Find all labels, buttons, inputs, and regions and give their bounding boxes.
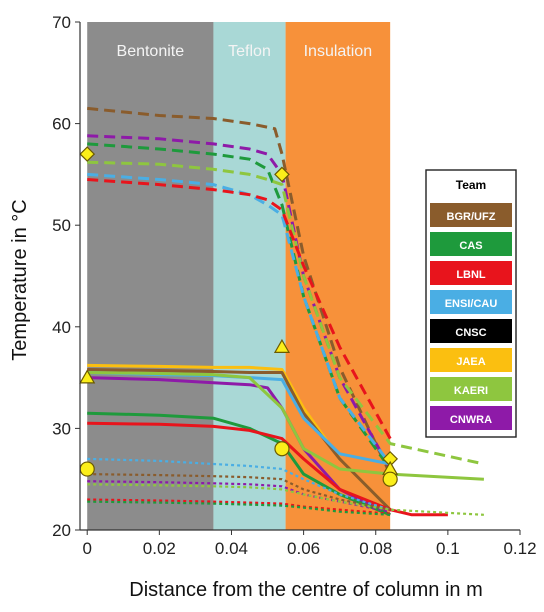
axes: 0 0.02 0.04 0.06 0.08 0.1 0.12 20 30 40 50 60 70 <box>52 13 536 558</box>
x-tick-label: 0.1 <box>436 539 460 558</box>
legend-label-bgr-ufz: BGR/UFZ <box>447 211 496 223</box>
marker-circle <box>274 441 290 457</box>
legend-label-ensi-cau: ENSI/CAU <box>445 298 498 310</box>
x-tick-label: 0.08 <box>359 539 392 558</box>
marker-triangle <box>273 338 291 353</box>
legend-label-jaea: JAEA <box>456 356 485 368</box>
series-line-kaeri-dotted <box>87 483 484 516</box>
measurement-markers <box>79 146 399 487</box>
series-line-lbnl-solid <box>87 421 448 517</box>
zone-label-teflon: Teflon <box>228 43 271 60</box>
marker-circle <box>79 461 95 477</box>
legend-swatch-kaeri <box>430 377 512 401</box>
y-tick-label: 30 <box>52 419 71 438</box>
y-tick-label: 40 <box>52 318 71 337</box>
legend-swatch-cnsc <box>430 319 512 343</box>
x-tick-label: 0.04 <box>215 539 248 558</box>
x-tick-label: 0.06 <box>287 539 320 558</box>
legend-label-cas: CAS <box>459 240 482 252</box>
marker-circle <box>382 471 398 487</box>
zone-label-bentonite: Bentonite <box>117 43 185 60</box>
x-tick-label: 0.12 <box>503 539 536 558</box>
legend-swatch-lbnl <box>430 261 512 285</box>
series-line-cnwra-solid <box>87 376 391 517</box>
legend-label-lbnl: LBNL <box>456 269 486 281</box>
series-line-lbnl-dashed <box>87 178 392 440</box>
marker-triangle <box>79 369 96 384</box>
y-tick-label: 70 <box>52 13 71 32</box>
y-tick-label: 50 <box>52 216 71 235</box>
legend-label-cnwra: CNWRA <box>450 414 492 426</box>
y-axis-title: Temperature in °C <box>9 199 31 360</box>
x-tick-label: 0.02 <box>143 539 176 558</box>
zone-label-insulation: Insulation <box>304 43 373 60</box>
x-tick-label: 0 <box>82 539 91 558</box>
legend-label-kaeri: KAERI <box>454 385 488 397</box>
legend-label-cnsc: CNSC <box>455 327 486 339</box>
series-line-kaeri-dashed <box>87 160 485 466</box>
series-line-lbnl-dotted <box>87 498 391 515</box>
series-line-ensi-cau-dashed <box>87 172 392 465</box>
marker-diamond <box>274 166 290 183</box>
x-axis-title: Distance from the centre of column in m <box>129 579 482 601</box>
zone-bentonite <box>87 22 214 530</box>
series-line-kaeri-solid <box>87 371 484 481</box>
legend-swatch-ensi-cau <box>430 290 512 314</box>
y-tick-label: 20 <box>52 521 71 540</box>
legend-swatch-jaea <box>430 348 512 372</box>
legend-title: Team <box>456 178 486 192</box>
marker-diamond <box>79 146 96 162</box>
legend-swatch-cnwra <box>430 406 512 430</box>
series-line-cas-dashed <box>87 142 392 470</box>
legend-swatch-bgr-ufz <box>430 203 512 227</box>
zone-teflon <box>213 22 286 530</box>
legend-swatch-cas <box>430 232 512 256</box>
series-line-bgr-ufz-solid <box>87 368 392 511</box>
series-lines <box>87 106 485 517</box>
series-line-cas-dotted <box>87 500 391 516</box>
y-tick-label: 60 <box>52 115 71 134</box>
legend: Team BGR/UFZ CAS LBNL ENSI/CAU CNSC JAEA KAERI C… <box>425 169 517 438</box>
series-line-bgr-ufz-dashed <box>87 106 392 475</box>
